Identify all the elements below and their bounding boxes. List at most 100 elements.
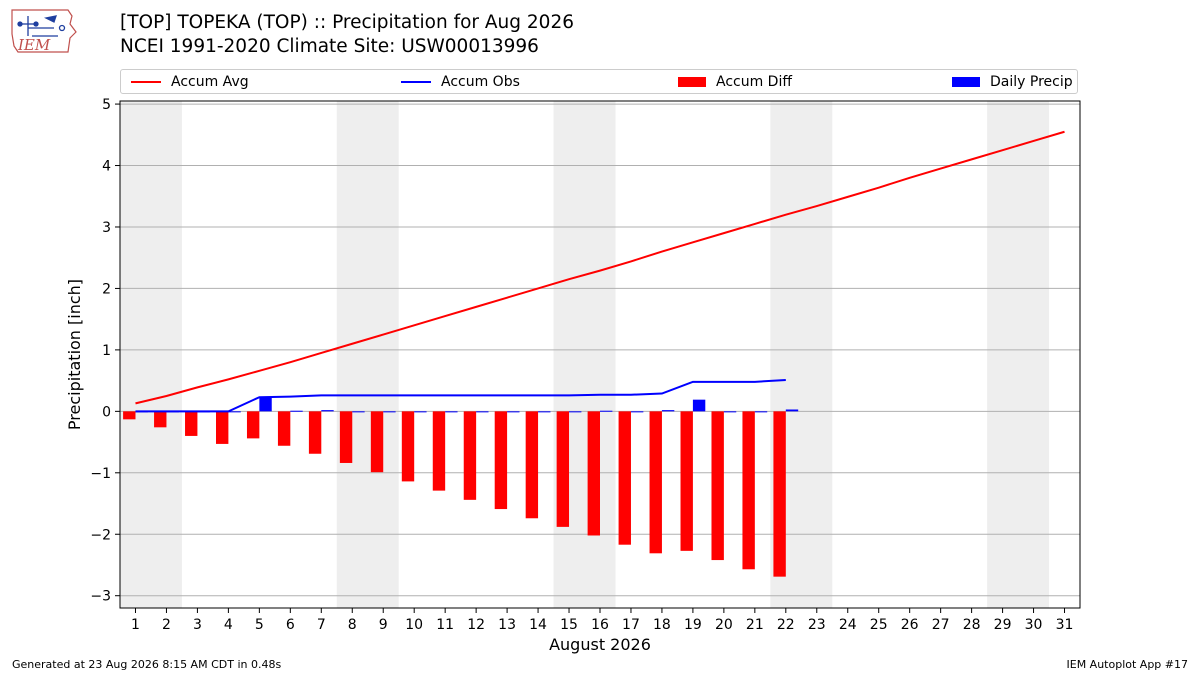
daily-precip-bar xyxy=(259,397,272,412)
weekend-band xyxy=(553,101,616,608)
x-tick-label: 31 xyxy=(1056,617,1074,633)
x-tick-label: 14 xyxy=(529,617,547,633)
accum-diff-bar xyxy=(246,411,260,439)
legend-item-accum-avg: Accum Avg xyxy=(131,70,249,93)
y-tick-label: −3 xyxy=(90,589,111,605)
x-tick-label: 1 xyxy=(131,617,140,633)
weather-instrument-icon xyxy=(17,15,66,37)
app-credit: IEM Autoplot App #17 xyxy=(1066,658,1189,671)
daily-precip-bar xyxy=(754,411,768,413)
chart-title: [TOP] TOPEKA (TOP) :: Precipitation for … xyxy=(120,12,574,33)
x-tick-label: 11 xyxy=(436,617,454,633)
iem-logo: IEM xyxy=(11,9,77,54)
accum-diff-bar xyxy=(339,411,353,463)
accum-diff-bar xyxy=(401,411,415,482)
x-tick-label: 21 xyxy=(746,617,764,633)
y-tick-label: 2 xyxy=(102,281,111,297)
legend-item-accum-diff: Accum Diff xyxy=(678,70,792,93)
x-tick-label: 28 xyxy=(963,617,981,633)
daily-precip-bar xyxy=(569,411,582,413)
legend-swatch-daily-precip xyxy=(952,76,980,87)
daily-precip-bar xyxy=(352,411,365,413)
x-tick-label: 23 xyxy=(808,617,826,633)
daily-precip-bar xyxy=(600,410,613,412)
x-tick-label: 15 xyxy=(560,617,578,633)
accum-diff-bar xyxy=(742,411,755,570)
accum-diff-bar xyxy=(277,411,291,446)
logo-text: IEM xyxy=(17,36,51,54)
x-tick-label: 3 xyxy=(193,617,202,633)
x-tick-label: 2 xyxy=(162,617,171,633)
y-tick-label: −2 xyxy=(90,527,111,543)
daily-precip-bar xyxy=(414,411,427,413)
y-tick-label: 3 xyxy=(102,220,111,236)
x-tick-label: 12 xyxy=(467,617,485,633)
daily-precip-bar xyxy=(630,411,644,413)
x-tick-label: 6 xyxy=(286,617,295,633)
daily-precip-bar xyxy=(476,411,489,413)
accum-diff-bar xyxy=(216,411,229,444)
legend-label-accum-obs: Accum Obs xyxy=(441,73,520,90)
accum-diff-bar xyxy=(556,411,570,527)
accum-diff-bar xyxy=(711,411,724,561)
x-tick-label: 20 xyxy=(715,617,733,633)
y-tick-label: 1 xyxy=(102,343,111,359)
accum-diff-bar xyxy=(123,411,136,420)
accum-diff-bar xyxy=(308,411,322,454)
daily-precip-bar xyxy=(228,411,241,413)
legend-swatch-accum-obs xyxy=(401,80,431,83)
legend-swatch-accum-avg xyxy=(131,80,161,83)
accum-diff-bar xyxy=(773,411,786,577)
legend-item-accum-obs: Accum Obs xyxy=(401,70,520,93)
x-tick-label: 18 xyxy=(653,617,671,633)
x-tick-label: 13 xyxy=(498,617,516,633)
weekend-band xyxy=(336,101,399,608)
accum-diff-bar xyxy=(185,411,198,436)
x-tick-label: 30 xyxy=(1025,617,1043,633)
generated-timestamp: Generated at 23 Aug 2026 8:15 AM CDT in … xyxy=(12,658,282,671)
x-tick-label: 7 xyxy=(317,617,326,633)
x-tick-label: 8 xyxy=(348,617,357,633)
legend-label-accum-avg: Accum Avg xyxy=(171,73,249,90)
x-tick-label: 9 xyxy=(379,617,388,633)
daily-precip-bar xyxy=(321,410,334,412)
daily-precip-bar xyxy=(445,411,458,413)
legend-label-accum-diff: Accum Diff xyxy=(716,73,793,90)
x-tick-label: 22 xyxy=(777,617,795,633)
x-tick-label: 17 xyxy=(622,617,640,633)
x-tick-label: 4 xyxy=(224,617,233,633)
x-tick-label: 16 xyxy=(591,617,609,633)
x-tick-label: 29 xyxy=(994,617,1012,633)
chart-legend: Accum Avg Accum Obs Accum Diff Daily Pre… xyxy=(120,69,1078,94)
weekend-band xyxy=(987,101,1050,608)
legend-label-daily-precip: Daily Precip xyxy=(990,73,1073,90)
accum-diff-bar xyxy=(649,411,662,554)
accum-diff-bar xyxy=(525,411,539,519)
x-tick-label: 27 xyxy=(932,617,950,633)
daily-precip-bar xyxy=(692,399,706,412)
y-tick-label: 0 xyxy=(102,404,111,420)
daily-precip-bar xyxy=(538,411,551,413)
legend-item-daily-precip: Daily Precip xyxy=(952,70,1073,93)
x-tick-label: 24 xyxy=(839,617,857,633)
daily-precip-bar xyxy=(507,411,520,413)
x-tick-label: 19 xyxy=(684,617,702,633)
daily-precip-bar xyxy=(383,411,396,413)
accum-diff-bar xyxy=(463,411,477,500)
accum-obs-line xyxy=(135,379,786,413)
legend-swatch-accum-diff xyxy=(678,76,706,87)
accum-diff-bar xyxy=(618,411,631,545)
y-tick-label: 5 xyxy=(102,97,111,113)
x-tick-label: 25 xyxy=(870,617,888,633)
y-tick-label: −1 xyxy=(90,466,111,482)
accum-diff-bar xyxy=(154,411,167,428)
accum-diff-bar xyxy=(680,411,693,551)
daily-precip-bar xyxy=(723,411,737,413)
chart-subtitle: NCEI 1991-2020 Climate Site: USW00013996 xyxy=(120,36,539,57)
accum-diff-bar xyxy=(370,411,384,473)
daily-precip-bar xyxy=(785,409,799,412)
daily-precip-bar xyxy=(290,410,303,412)
y-axis-label: Precipitation [inch] xyxy=(65,279,84,430)
daily-precip-bar xyxy=(661,410,675,412)
